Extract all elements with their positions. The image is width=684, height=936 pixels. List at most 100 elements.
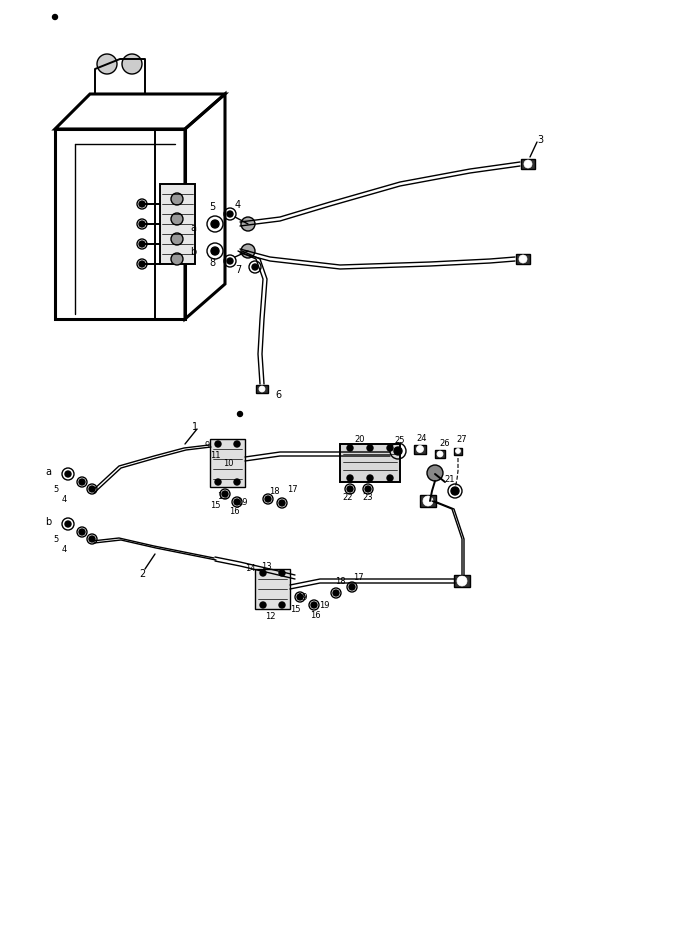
Text: 16: 16 — [310, 611, 320, 620]
Text: 27: 27 — [457, 435, 467, 444]
Circle shape — [297, 594, 303, 600]
Circle shape — [394, 447, 402, 456]
Circle shape — [171, 234, 183, 246]
Text: 2: 2 — [139, 568, 145, 578]
Text: 14: 14 — [245, 563, 255, 573]
Circle shape — [427, 465, 443, 481]
Text: 13: 13 — [261, 562, 272, 571]
Circle shape — [79, 530, 85, 535]
Bar — [210, 440, 245, 488]
Circle shape — [387, 475, 393, 481]
Bar — [516, 255, 530, 265]
Circle shape — [241, 244, 255, 258]
Circle shape — [139, 202, 145, 208]
Circle shape — [367, 446, 373, 451]
Circle shape — [347, 487, 353, 492]
Circle shape — [234, 479, 240, 486]
Bar — [160, 184, 195, 265]
Text: 17: 17 — [287, 485, 298, 494]
Circle shape — [437, 451, 443, 458]
Circle shape — [227, 212, 233, 218]
Circle shape — [211, 221, 219, 228]
Circle shape — [279, 603, 285, 608]
Circle shape — [122, 55, 142, 75]
Circle shape — [456, 449, 460, 454]
Text: 9: 9 — [205, 441, 209, 450]
Text: 19: 19 — [237, 498, 247, 507]
Bar — [340, 445, 400, 482]
Circle shape — [260, 570, 266, 577]
Text: 1: 1 — [192, 421, 198, 431]
Bar — [454, 576, 470, 588]
Text: 23: 23 — [363, 493, 373, 502]
Text: 22: 22 — [343, 493, 353, 502]
Bar — [521, 160, 535, 169]
Text: 19: 19 — [319, 601, 329, 610]
Text: 12: 12 — [265, 612, 275, 621]
Text: a: a — [190, 223, 196, 233]
Text: 15: 15 — [290, 605, 300, 614]
Circle shape — [97, 55, 117, 75]
Text: 5: 5 — [53, 485, 59, 494]
Circle shape — [524, 161, 532, 168]
Text: 11: 11 — [210, 451, 220, 460]
Text: 21: 21 — [445, 475, 456, 484]
Text: b: b — [190, 247, 196, 256]
Circle shape — [139, 241, 145, 248]
Circle shape — [387, 446, 393, 451]
Circle shape — [53, 16, 57, 21]
Text: 17: 17 — [353, 573, 363, 582]
Circle shape — [211, 248, 219, 256]
Circle shape — [222, 491, 228, 497]
Circle shape — [65, 472, 71, 477]
Circle shape — [423, 496, 433, 506]
Circle shape — [451, 488, 459, 495]
Circle shape — [215, 479, 221, 486]
Circle shape — [265, 496, 271, 503]
Text: 4: 4 — [62, 495, 66, 504]
Bar — [420, 495, 436, 507]
Text: 4: 4 — [62, 545, 66, 554]
Circle shape — [347, 475, 353, 481]
Text: 6: 6 — [275, 389, 281, 400]
Circle shape — [234, 442, 240, 447]
Text: 16: 16 — [228, 507, 239, 516]
Text: 10: 10 — [223, 459, 233, 468]
Circle shape — [259, 387, 265, 392]
Text: 4: 4 — [235, 199, 241, 210]
Circle shape — [367, 475, 373, 481]
Circle shape — [311, 603, 317, 608]
Text: 8: 8 — [209, 257, 215, 268]
Bar — [414, 445, 426, 454]
Circle shape — [365, 487, 371, 492]
Circle shape — [519, 256, 527, 264]
Text: 19: 19 — [217, 492, 227, 501]
Bar — [454, 448, 462, 455]
Text: 24: 24 — [417, 434, 428, 443]
Text: 20: 20 — [355, 435, 365, 444]
Circle shape — [139, 262, 145, 268]
Circle shape — [171, 254, 183, 266]
Circle shape — [215, 442, 221, 447]
Text: 15: 15 — [210, 501, 220, 510]
Text: 19: 19 — [297, 592, 307, 602]
Circle shape — [227, 258, 233, 265]
Text: 18: 18 — [269, 487, 279, 496]
Bar — [255, 569, 290, 609]
Bar — [256, 386, 268, 393]
Circle shape — [89, 536, 95, 543]
Circle shape — [333, 591, 339, 596]
Circle shape — [89, 487, 95, 492]
Text: b: b — [45, 517, 51, 526]
Circle shape — [237, 412, 243, 417]
Circle shape — [65, 521, 71, 528]
Circle shape — [139, 222, 145, 227]
Text: 3: 3 — [537, 135, 543, 145]
Circle shape — [279, 501, 285, 506]
Circle shape — [260, 603, 266, 608]
Text: 18: 18 — [334, 577, 345, 586]
Circle shape — [79, 479, 85, 486]
Circle shape — [279, 570, 285, 577]
Circle shape — [234, 500, 240, 505]
Circle shape — [417, 446, 423, 453]
